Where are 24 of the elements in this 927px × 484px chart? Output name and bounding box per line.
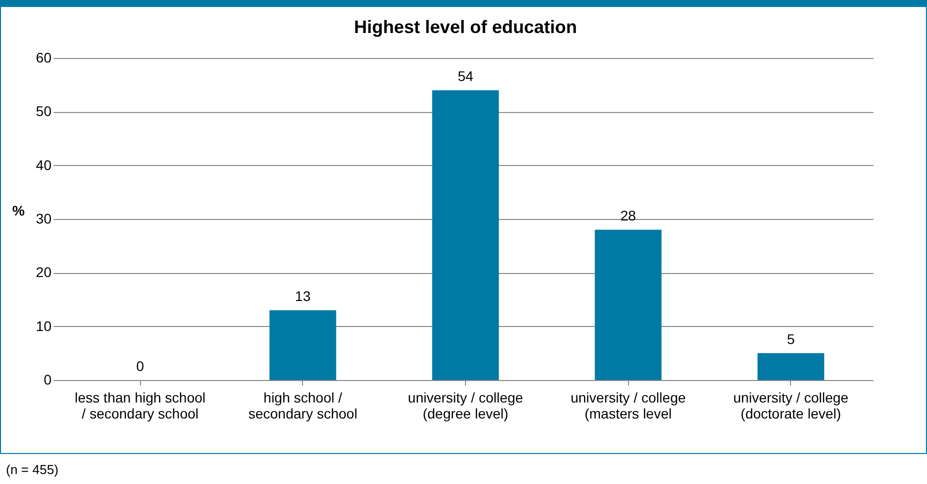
x-tick-label: less than high school / secondary school [74,390,206,422]
x-tick-label: high school / secondary school [248,390,358,422]
y-tick-label: 60 [36,50,52,66]
chart-title: Highest level of education [354,17,578,37]
y-tick-label: 10 [36,318,52,334]
data-label: 0 [136,358,144,374]
data-label: 13 [295,288,311,304]
bar [594,230,662,380]
y-tick-label: 30 [36,210,52,226]
data-label: 54 [458,68,474,84]
text: (n = 455) [6,462,58,477]
y-tick-label: 50 [36,103,52,120]
y-tick-label: 0 [44,372,52,388]
x-tick-label: university / college (doctorate level) [733,390,849,422]
x-tick-label: university / college (masters level [570,390,686,422]
bar [269,310,336,380]
x-tick-label: university / college (degree level) [408,390,524,422]
y-tick-label: 40 [36,156,52,173]
bar [432,90,499,380]
data-label: 28 [620,208,636,224]
y-tick-label: 20 [36,264,52,280]
y-axis-title: % [12,202,26,218]
bar [758,353,824,380]
data-label: 5 [786,331,795,348]
